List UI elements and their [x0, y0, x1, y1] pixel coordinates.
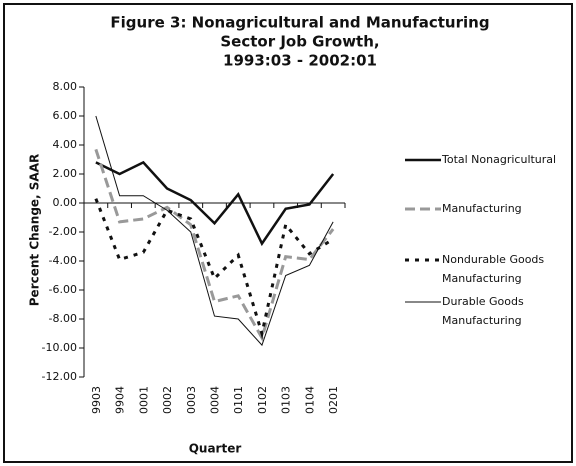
y-tick-label: 4.00	[53, 138, 78, 151]
x-tick-label: 0201	[327, 386, 340, 414]
x-tick-label: 0101	[232, 386, 245, 414]
series-line	[95, 160, 335, 247]
y-tick-label: -12.00	[42, 370, 77, 383]
series-line	[94, 148, 335, 342]
y-tick-label: 2.00	[53, 167, 78, 180]
legend-label: Manufacturing	[442, 202, 522, 215]
y-tick-label: -8.00	[49, 312, 77, 325]
x-tick-label: 0002	[161, 386, 174, 414]
x-tick-label: 0001	[137, 386, 150, 414]
chart-title: Sector Job Growth,	[220, 33, 379, 51]
legend-label: Nondurable Goods Manufacturing	[442, 253, 545, 285]
x-tick-label: 9903	[90, 386, 103, 414]
y-tick-label: -6.00	[49, 283, 77, 296]
legend-label: Total Nonagricultural	[442, 153, 557, 166]
x-tick-label: 0102	[256, 386, 269, 414]
chart-title: 1993:03 - 2002:01	[223, 52, 377, 70]
x-tick-label: 0003	[185, 386, 198, 414]
y-tick-label: -4.00	[49, 254, 77, 267]
x-tick-label: 0104	[303, 386, 316, 414]
y-tick-label: 0.00	[53, 196, 78, 209]
x-tick-label: 0103	[280, 386, 293, 414]
x-tick-label: 9904	[114, 386, 127, 414]
series-line	[95, 115, 334, 347]
y-axis-label: Percent Change, SAAR	[28, 154, 42, 306]
y-tick-label: -2.00	[49, 225, 77, 238]
x-tick-label: 0004	[209, 386, 222, 414]
y-tick-label: -10.00	[42, 341, 77, 354]
x-axis-label: Quarter	[189, 442, 242, 456]
series-line	[94, 198, 334, 340]
y-tick-label: 8.00	[53, 80, 78, 93]
chart-title: Figure 3: Nonagricultural and Manufactur…	[110, 14, 489, 32]
frame	[3, 3, 573, 463]
y-tick-label: 6.00	[53, 109, 78, 122]
legend-label: Durable Goods Manufacturing	[442, 295, 524, 327]
